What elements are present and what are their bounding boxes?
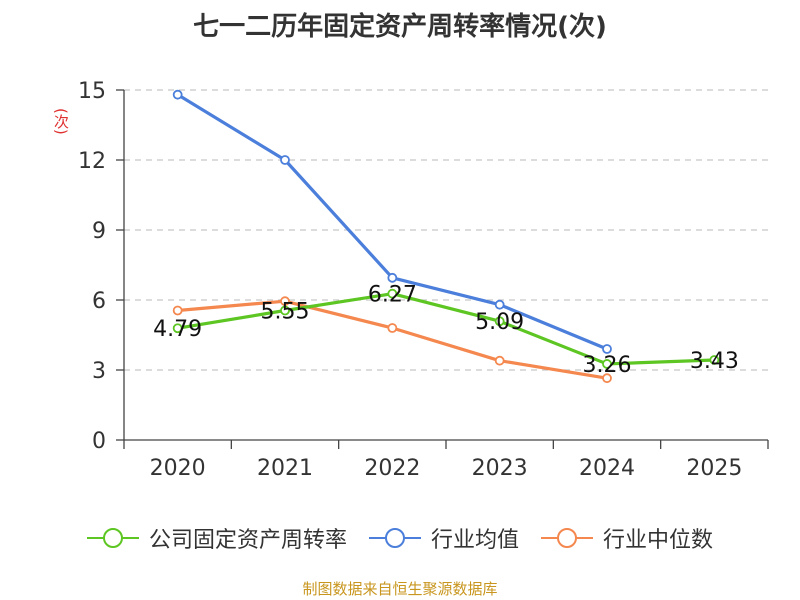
data-labels: 4.79 5.55 6.27 5.09 3.26 3.43 <box>153 283 739 378</box>
data-point <box>602 344 612 354</box>
swatch-marker <box>102 528 123 548</box>
data-point <box>494 299 505 310</box>
x-tick-label: 2022 <box>364 456 420 481</box>
legend-label-industry-median: 行业中位数 <box>603 528 714 553</box>
data-point <box>280 155 290 165</box>
data-point <box>172 89 183 100</box>
data-point <box>602 359 612 369</box>
chart-title: 七一二历年固定资产周转率情况(次) <box>193 12 607 42</box>
x-tick-label: 2021 <box>257 456 313 481</box>
data-point <box>172 323 183 334</box>
x-tick-label: 2023 <box>472 456 528 481</box>
legend-item-industry-avg[interactable]: 行业均值 <box>368 522 519 554</box>
swatch-marker <box>557 528 577 548</box>
y-tick-label: 9 <box>92 219 106 244</box>
swatch-marker <box>384 528 405 548</box>
data-point <box>280 296 290 307</box>
data-point <box>494 355 505 366</box>
y-tick-label: 6 <box>92 289 106 314</box>
series-lines <box>172 89 720 384</box>
data-point <box>494 316 505 327</box>
legend: 公司固定资产周转率 行业均值 行业中位数 <box>0 520 800 556</box>
legend-label-industry-avg: 行业均值 <box>430 528 519 553</box>
legend-swatch-industry-avg <box>368 528 421 548</box>
y-axis-unit-label: (次) <box>52 108 70 135</box>
y-tick-label: 0 <box>92 429 106 454</box>
data-label: 5.09 <box>475 310 524 335</box>
grid-lines <box>124 89 768 371</box>
y-tick-label: 12 <box>78 149 106 174</box>
x-tick-label: 2025 <box>686 456 742 481</box>
legend-item-company[interactable]: 公司固定资产周转率 <box>86 522 347 554</box>
data-point <box>387 272 398 283</box>
data-point <box>387 288 398 299</box>
data-point <box>602 373 612 384</box>
series-line <box>177 292 715 366</box>
data-label: 3.26 <box>583 353 632 378</box>
data-label: 5.55 <box>261 300 310 325</box>
data-point <box>709 355 720 365</box>
x-tick-label: 2024 <box>579 456 635 481</box>
x-tick-label: 2020 <box>150 456 206 481</box>
legend-swatch-company <box>86 528 139 548</box>
legend-label-company: 公司固定资产周转率 <box>148 528 347 553</box>
data-label: 3.43 <box>690 349 739 374</box>
legend-swatch-industry-median <box>541 528 593 548</box>
data-label: 4.79 <box>153 317 202 342</box>
data-label: 6.27 <box>368 283 417 308</box>
y-tick-label: 15 <box>78 79 106 104</box>
axes: 0 3 6 9 12 15 2020 2021 2022 2023 2024 2025 <box>78 79 769 481</box>
data-source-note: 制图数据来自恒生聚源数据库 <box>302 580 498 598</box>
data-point <box>280 305 290 316</box>
data-point <box>387 323 398 333</box>
legend-item-industry-median[interactable]: 行业中位数 <box>541 522 713 554</box>
y-tick-label: 3 <box>92 359 106 384</box>
series-line <box>176 93 608 351</box>
data-point <box>172 305 183 316</box>
